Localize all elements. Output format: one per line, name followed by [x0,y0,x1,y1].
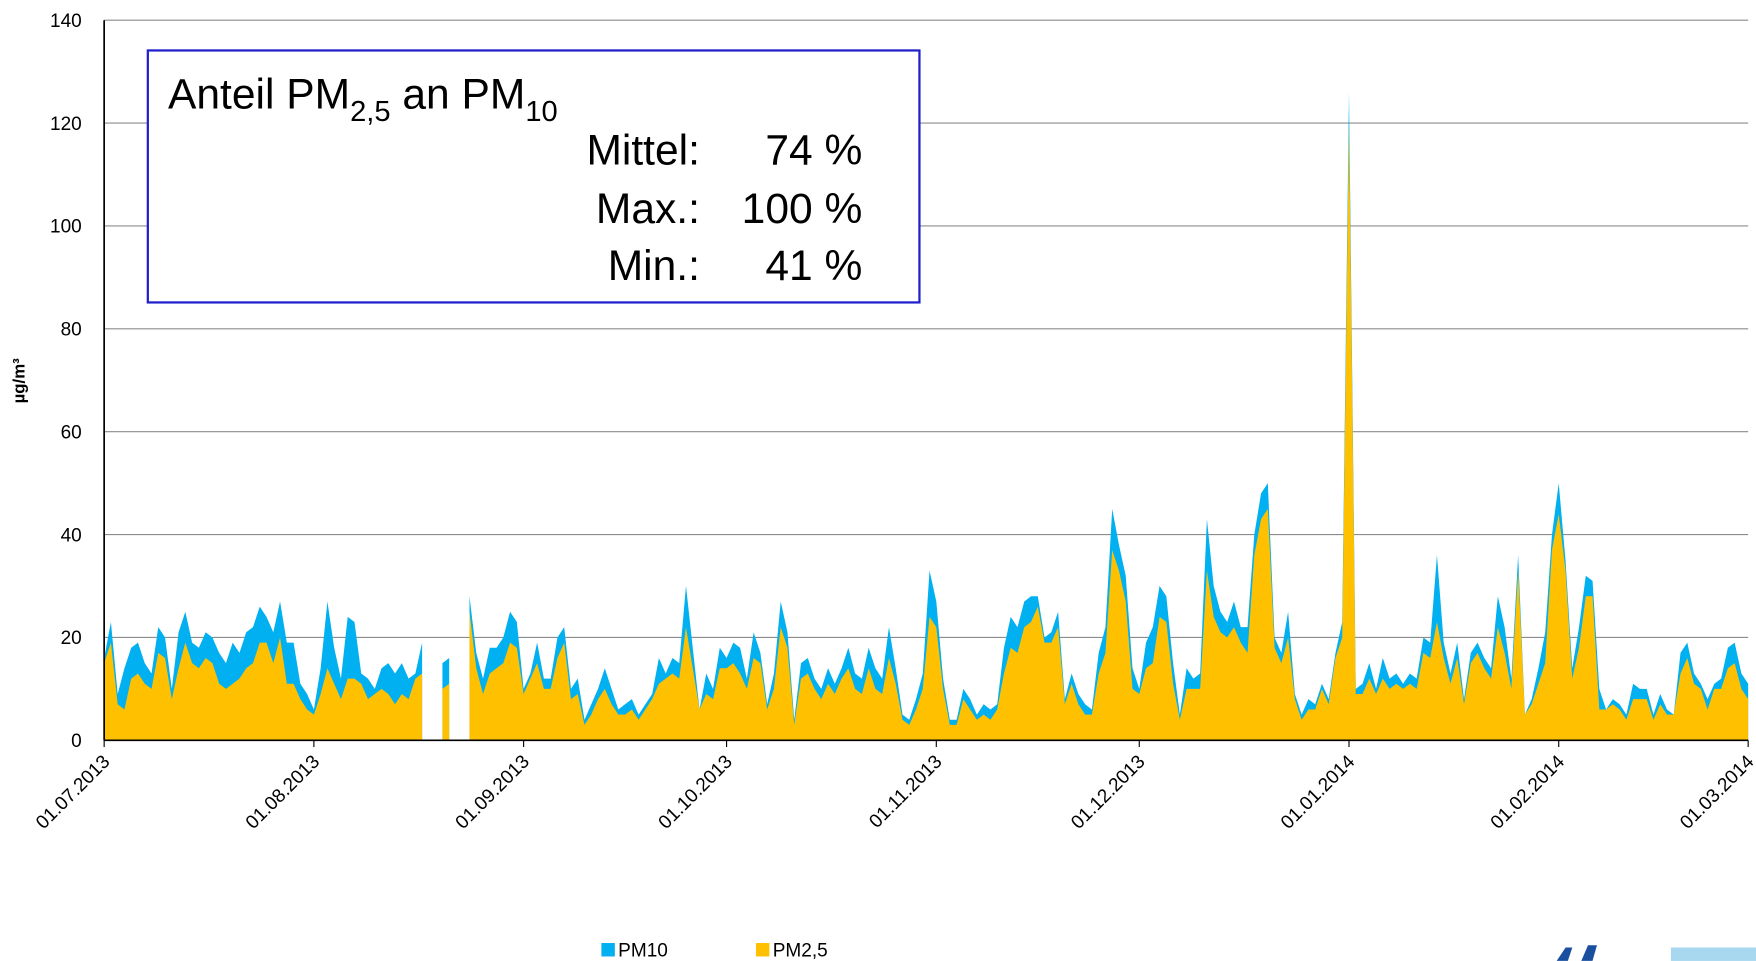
annotation-box [146,49,921,304]
x-tick-label: 01.10.2013 [655,751,737,833]
logo-mark [1670,947,1756,961]
x-tick-label: 01.09.2013 [452,751,534,833]
y-tick-label: 80 [61,320,82,341]
logo-mark [1556,945,1597,961]
annotation-title-part: an PM [391,71,526,119]
y-tick-label: 120 [50,114,82,135]
areas [104,92,1749,741]
y-tick-label: 60 [61,422,82,443]
x-tick-label: 01.11.2013 [865,751,946,832]
legend-label: PM2,5 [773,940,828,961]
x-tick-label: 01.08.2013 [242,751,324,833]
annotation-label: Mittel: [586,127,699,175]
legend-swatch [601,943,615,957]
y-tick-label: 0 [71,731,82,752]
annotation-label: Min.: [608,242,700,290]
x-tick-label: 01.03.2014 [1676,751,1756,833]
annotation-value: 41 % [765,242,862,290]
annotation-value: 74 % [765,127,862,175]
y-tick-label: 140 [50,11,82,32]
annotation-title: Anteil PM2,5 an PM10 [168,71,558,128]
x-tick-label: 01.02.2014 [1487,751,1569,833]
annotation-title-sub: 2,5 [350,96,390,128]
y-tick-label: 20 [61,628,82,649]
legend-swatch [755,943,770,957]
annotation-title-part: Anteil PM [168,71,350,119]
legend: PM10 PM2,5 [601,940,828,961]
annotation-label: Max.: [596,185,700,233]
y-axis-label: µg/m³ [10,358,29,404]
annotation: Anteil PM2,5 an PM10 Mittel: 74 % Max.: … [146,49,921,304]
x-tick-label: 01.01.2014 [1277,751,1359,833]
x-tick-label: 01.07.2013 [32,751,114,833]
y-tick-label: 100 [50,217,82,238]
annotation-title-sub: 10 [525,96,557,128]
annotation-value: 100 % [742,185,863,233]
logo [1556,945,1756,961]
y-tick-label: 40 [61,525,82,546]
legend-label: PM10 [618,940,668,961]
area [104,123,1749,741]
x-tick-label: 01.12.2013 [1067,751,1149,833]
